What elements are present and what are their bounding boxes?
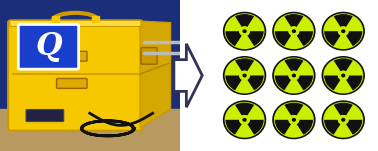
Bar — [52, 16, 59, 22]
Circle shape — [274, 102, 314, 138]
Circle shape — [292, 29, 296, 33]
Wedge shape — [247, 31, 264, 46]
Circle shape — [322, 56, 365, 95]
FancyBboxPatch shape — [8, 20, 143, 131]
Circle shape — [225, 102, 265, 138]
Wedge shape — [247, 120, 264, 135]
Wedge shape — [225, 120, 242, 135]
Circle shape — [239, 26, 250, 36]
Wedge shape — [235, 14, 254, 27]
Circle shape — [274, 58, 314, 93]
Circle shape — [338, 26, 349, 36]
Circle shape — [239, 71, 250, 80]
Wedge shape — [297, 120, 313, 135]
Circle shape — [338, 115, 349, 125]
Wedge shape — [324, 76, 341, 90]
Circle shape — [341, 74, 345, 77]
FancyArrow shape — [174, 44, 202, 107]
Wedge shape — [346, 31, 363, 46]
Bar — [0, 109, 180, 151]
Circle shape — [292, 118, 296, 122]
Wedge shape — [225, 31, 242, 46]
Wedge shape — [284, 58, 304, 71]
Circle shape — [323, 13, 363, 49]
Circle shape — [223, 12, 266, 51]
Circle shape — [272, 56, 316, 95]
Circle shape — [242, 29, 247, 33]
Circle shape — [338, 71, 349, 80]
Polygon shape — [140, 21, 170, 128]
FancyBboxPatch shape — [26, 109, 64, 122]
Wedge shape — [346, 120, 363, 135]
Circle shape — [288, 115, 299, 125]
Circle shape — [225, 13, 265, 49]
Circle shape — [322, 100, 365, 139]
Wedge shape — [225, 76, 242, 90]
Wedge shape — [334, 58, 353, 71]
Wedge shape — [324, 120, 341, 135]
Circle shape — [341, 29, 345, 33]
Circle shape — [225, 58, 265, 93]
Wedge shape — [297, 76, 313, 90]
Circle shape — [223, 100, 266, 139]
Wedge shape — [284, 14, 304, 27]
Circle shape — [223, 56, 266, 95]
Circle shape — [239, 115, 250, 125]
Circle shape — [292, 74, 296, 77]
Bar — [91, 16, 99, 22]
Wedge shape — [324, 31, 341, 46]
Circle shape — [322, 12, 365, 51]
FancyBboxPatch shape — [57, 79, 87, 88]
Wedge shape — [275, 76, 291, 90]
Wedge shape — [346, 76, 363, 90]
Circle shape — [242, 74, 247, 77]
Circle shape — [288, 71, 299, 80]
Wedge shape — [334, 14, 353, 27]
FancyBboxPatch shape — [141, 48, 157, 64]
Wedge shape — [334, 103, 353, 116]
Circle shape — [323, 58, 363, 93]
Circle shape — [272, 12, 316, 51]
Circle shape — [288, 26, 299, 36]
Text: Q: Q — [35, 31, 62, 62]
FancyBboxPatch shape — [57, 51, 87, 61]
Circle shape — [242, 118, 247, 122]
FancyBboxPatch shape — [18, 24, 79, 69]
FancyBboxPatch shape — [10, 20, 141, 26]
Wedge shape — [247, 76, 264, 90]
Circle shape — [272, 100, 316, 139]
Circle shape — [323, 102, 363, 138]
Circle shape — [274, 13, 314, 49]
Wedge shape — [284, 103, 304, 116]
Wedge shape — [275, 120, 291, 135]
Wedge shape — [235, 58, 254, 71]
Circle shape — [341, 118, 345, 122]
Wedge shape — [297, 31, 313, 46]
Wedge shape — [235, 103, 254, 116]
Wedge shape — [275, 31, 291, 46]
